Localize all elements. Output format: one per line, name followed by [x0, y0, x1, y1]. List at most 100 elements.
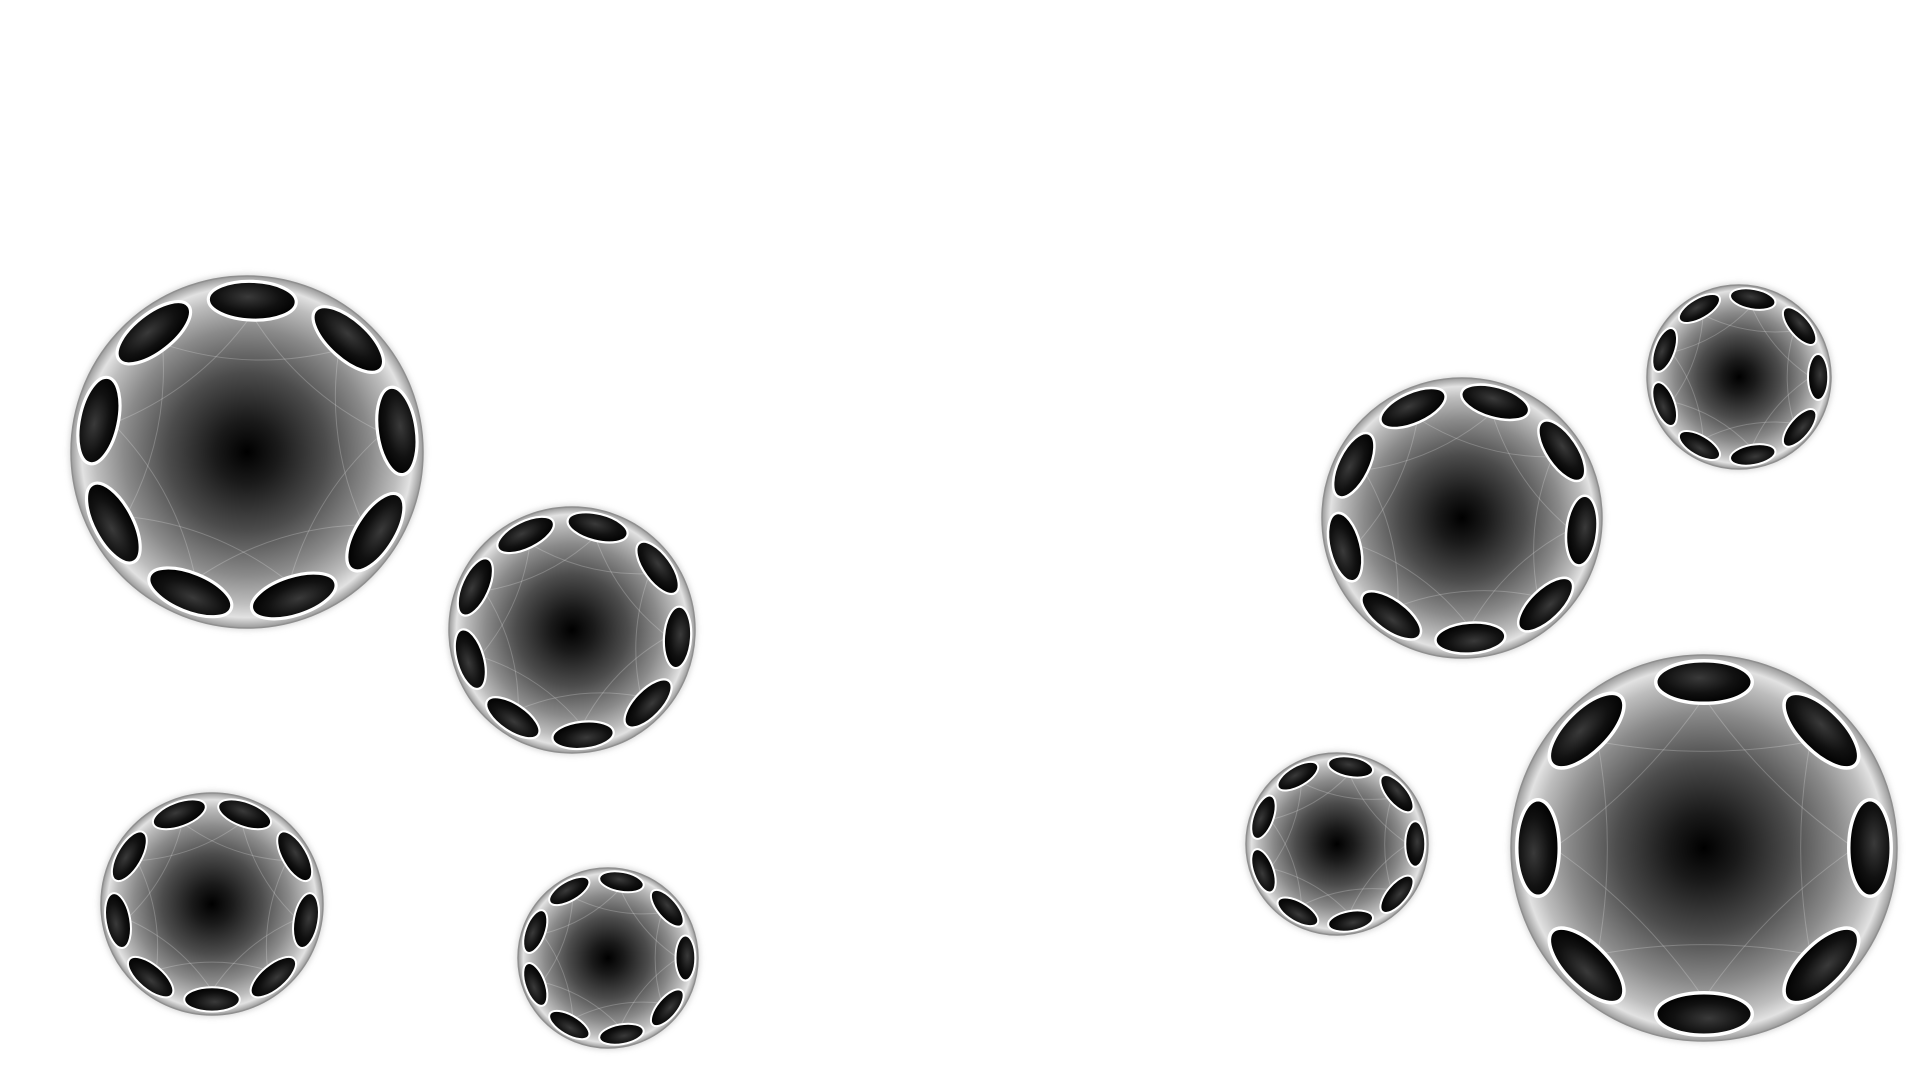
orb-8-web-line	[1597, 741, 1811, 752]
orb-3-rim-pad	[110, 830, 148, 883]
orb-8-web-line	[1597, 741, 1608, 955]
orb-7-rim-pad	[1327, 909, 1375, 933]
orb-4-web-line	[654, 912, 663, 1004]
orb-3-rim-pad	[104, 892, 132, 949]
orb-5-rim-pad	[1537, 419, 1587, 483]
orb-3-web-line	[126, 822, 183, 920]
orb-3-rim-pad	[276, 830, 314, 883]
orb-4-web-line	[572, 896, 662, 915]
orb-2-rim-pad	[551, 720, 615, 751]
orb-3-rim-pad	[217, 798, 273, 831]
orb-8-web-line	[1553, 697, 1705, 849]
orb-7-web-line	[1270, 867, 1350, 915]
orb-8-rim-pad	[1782, 926, 1861, 1005]
orb-1-web-line	[125, 343, 164, 517]
orb-7-rim-pad	[1379, 774, 1415, 814]
orb-5-rim-pad	[1564, 494, 1599, 567]
orb-8-rim-pad	[1847, 798, 1893, 898]
orb-5-web-line	[1355, 543, 1471, 628]
orb-8-web-line	[1800, 741, 1811, 955]
orb-6-rim-pad	[1677, 430, 1721, 461]
orb-2-rim-pad	[566, 511, 629, 544]
orb-2-web-line	[483, 590, 519, 710]
orb-2-web-line	[581, 636, 668, 726]
orb-7-web-line	[1384, 798, 1392, 890]
orb-4-web-line	[619, 888, 679, 959]
orb-5-web-line	[1417, 417, 1553, 458]
orb-1-web-line	[288, 432, 384, 583]
orb-4-rim-pad	[548, 1009, 591, 1041]
orb-7-web-line	[1301, 782, 1392, 800]
orb-5-rim-pad	[1379, 386, 1447, 430]
orb-7-rim-pad	[1250, 794, 1277, 840]
orb-5-web-line	[1533, 456, 1553, 597]
orb-3-web-line	[182, 822, 288, 862]
orb-3-body	[100, 792, 324, 1016]
orb-5-rim-pad	[1360, 590, 1423, 641]
orb-6-rim-pad	[1677, 293, 1721, 324]
orb-6-rim-pad	[1781, 408, 1818, 448]
orb-1	[69, 274, 425, 630]
orb-5	[1320, 376, 1604, 660]
orb-2-rim-pad	[623, 678, 673, 729]
orb-6-web-line	[1702, 421, 1795, 440]
orb-7-web-line	[1269, 819, 1303, 906]
orb-1-rim-pad	[249, 571, 338, 621]
orb-2-rim-pad	[453, 628, 487, 691]
orb-2-rim-pad	[635, 540, 680, 596]
orb-3-web-line	[241, 822, 298, 920]
orb-5-rim-pad	[1517, 576, 1575, 633]
orb-5-web-line	[1363, 469, 1399, 607]
orb-2-web-line	[484, 536, 596, 592]
orb-2-web-line	[479, 655, 583, 726]
orb-4-rim-pad	[598, 870, 645, 894]
orb-4-web-line	[572, 1001, 662, 1020]
orb-6-rim-pad	[1651, 327, 1678, 373]
orb-4	[516, 866, 700, 1050]
orb-3-rim-pad	[183, 986, 241, 1013]
orb-2-web-line	[635, 573, 651, 697]
orb-3-web-line	[126, 918, 213, 991]
orb-5-rim-pad	[1434, 621, 1507, 655]
orb-3-rim-pad	[151, 798, 207, 831]
orb-7-rim-pad	[1327, 755, 1375, 779]
orb-1-rim-pad	[311, 305, 386, 374]
orb-5-rim-pad	[1460, 383, 1531, 422]
orb-6-body	[1646, 284, 1832, 470]
orb-6-web-line	[1751, 376, 1812, 448]
orb-8	[1509, 653, 1899, 1043]
orb-4-web-line	[541, 888, 621, 935]
orb-4-body	[517, 867, 699, 1049]
orb-3-web-line	[211, 918, 298, 991]
orb-1-rim-pad	[147, 566, 234, 619]
orb-3-rim-pad	[249, 955, 298, 999]
orb-5-body	[1321, 377, 1603, 659]
orb-5-web-line	[1397, 590, 1538, 607]
orb-8-web-line	[1597, 944, 1811, 955]
orb-4-web-line	[541, 897, 574, 983]
orb-4-rim-pad	[548, 875, 591, 907]
orb-6-web-line	[1671, 352, 1704, 440]
orb-3-web-line	[265, 860, 288, 971]
orb-7-web-line	[1269, 782, 1303, 869]
orb-7-rim-pad	[1276, 760, 1320, 792]
orb-3	[99, 791, 325, 1017]
orb-7-web-line	[1348, 773, 1409, 845]
orb-4-rim-pad	[522, 962, 549, 1007]
orb-1-web-line	[162, 343, 339, 361]
orb-2	[447, 505, 697, 755]
orb-6	[1645, 283, 1833, 471]
orb-2-web-line	[529, 543, 650, 575]
orb-1-rim-pad	[375, 385, 419, 477]
orb-5-web-line	[1469, 528, 1571, 628]
orb-1-web-line	[195, 524, 364, 580]
orb-1-rim-pad	[345, 491, 406, 573]
orb-2-rim-pad	[485, 696, 541, 740]
orb-4-web-line	[541, 933, 574, 1019]
orb-2-rim-pad	[496, 515, 556, 555]
orb-7-rim-pad	[1379, 874, 1415, 914]
orb-1-web-line	[251, 314, 384, 434]
orb-5-web-line	[1363, 412, 1493, 471]
orb-7-web-line	[1301, 888, 1392, 906]
orb-6-rim-pad	[1729, 287, 1777, 311]
